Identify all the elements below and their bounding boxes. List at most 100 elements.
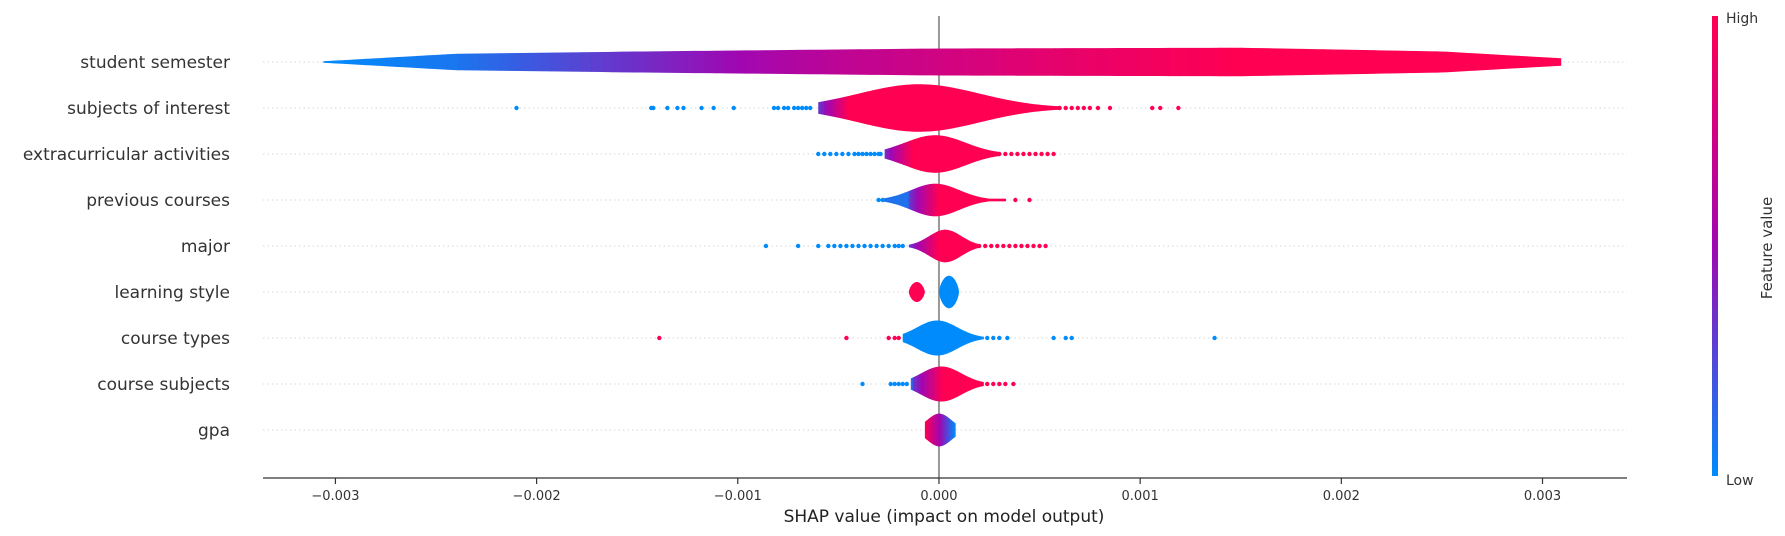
point-low-course-subjects [896,381,901,387]
band-segment [735,50,747,74]
band-segment [323,60,335,64]
violin-segment [881,87,886,129]
point-high-major [1043,243,1048,249]
point-low-major [868,243,873,249]
violin-segment [893,85,898,131]
band-segment [457,53,469,71]
band-segment [1405,50,1417,74]
point-course-types [997,335,1002,341]
band-segment [519,52,531,72]
feature-label-student-semester: student semester [80,53,230,73]
point-low-major [838,243,843,249]
band-segment [1055,48,1067,76]
feature-label-learning-style: learning style [114,283,230,303]
violin-segment [996,97,1000,119]
violin-segment [963,89,967,127]
violin-extracurricular-activities [884,135,1000,173]
point-high-extracurricular-activities [1033,151,1038,157]
violin-segment [1041,104,1046,112]
band-segment [911,48,922,76]
band-segment [1271,48,1283,76]
point-high-subjects-of-interest [1158,105,1163,111]
band-segment [869,49,881,75]
violin-segment [1020,102,1025,114]
band-segment [1436,51,1448,73]
point-low-extracurricular-activities [822,151,827,157]
violin-segment [818,101,822,115]
band-segment [601,51,613,73]
violin-segment [1053,106,1058,110]
violin-segment [932,84,937,132]
x-tick-label: 0.000 [920,489,957,504]
violin-segment [945,86,949,130]
violin-segment [935,85,940,131]
violin-segment [982,381,984,387]
band-segment [1220,47,1232,77]
band-segment [1313,49,1325,75]
point-low-course-subjects [888,381,893,387]
point-low-major [832,243,837,249]
violin-segment [984,94,988,122]
band-segment [374,57,386,67]
point-low-major [900,243,905,249]
point-low-extracurricular-activities [864,151,869,157]
violin-segment [842,96,847,120]
violin-segment [854,93,859,123]
point-low-previous-courses [880,197,885,203]
point-low-subjects-of-interest [675,105,680,111]
point-high-extracurricular-activities [1051,151,1056,157]
point-low-subjects-of-interest [808,105,813,111]
violin-segment [824,100,828,116]
point-low-course-subjects [900,381,905,387]
band-segment [467,53,479,71]
band-segment [498,53,510,71]
band-segment [983,48,995,76]
band-segment [1519,55,1531,69]
violin-student-semester [323,47,1562,77]
point-low-major [880,243,885,249]
band-segment [1024,48,1036,76]
violin-segment [911,84,916,132]
band-segment [508,52,520,72]
point-low-major [844,243,849,249]
point-high-subjects-of-interest [1107,105,1113,111]
point-course-types [985,335,990,341]
point-high-previous-courses [1013,197,1018,203]
band-segment [1395,50,1407,74]
point-high-major [995,243,1000,249]
point-high-course-subjects [1011,381,1016,387]
point-low-subjects-of-interest [651,105,656,111]
band-segment [1447,51,1459,73]
band-segment [1498,54,1510,70]
band-segment [849,49,861,75]
violin-segment [960,89,964,127]
band-segment [447,53,458,71]
band-segment [333,60,345,64]
point-low-major [816,243,821,249]
band-segment [1385,50,1397,74]
violin-subjects-of-interest [818,84,1061,132]
point-low-major [850,243,855,249]
violin-course-types [902,320,984,356]
violin-segment [1044,105,1049,111]
violin-segment [905,84,910,132]
violin-segment [978,93,982,123]
violin-segment [1014,101,1019,115]
point-low-extracurricular-activities [868,151,873,157]
band-segment [343,59,355,65]
point-low-extracurricular-activities [840,151,845,157]
point-low-major [874,243,879,249]
violin-segment [869,90,874,126]
band-segment [1096,48,1108,76]
violin-segment [990,96,994,120]
band-segment [1529,56,1541,68]
violin-course-subjects [910,366,984,402]
point-high-course-subjects [985,381,990,387]
point-low-course-subjects [892,381,897,387]
band-segment [1333,49,1345,75]
violin-segment [1023,102,1028,114]
band-segment [539,52,551,72]
point-low-major [896,243,901,249]
point-low-subjects-of-interest [711,105,716,111]
